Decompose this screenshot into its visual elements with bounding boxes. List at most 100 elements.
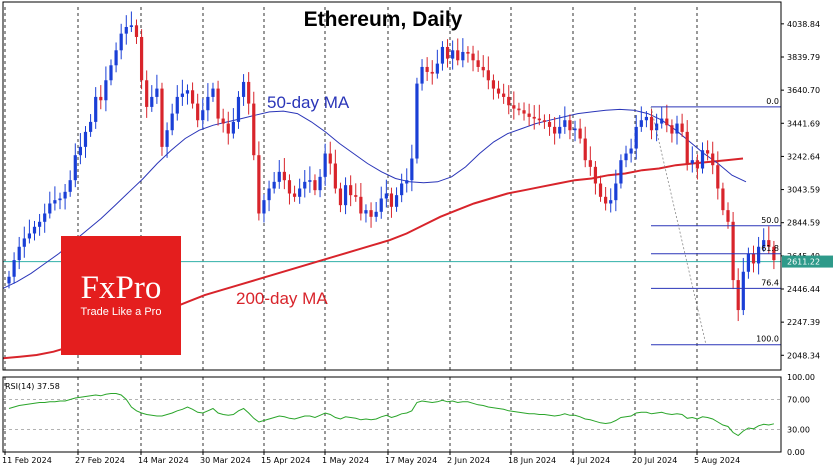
candle bbox=[746, 253, 751, 272]
candle bbox=[190, 90, 195, 104]
candle bbox=[364, 210, 368, 214]
candle bbox=[420, 66, 424, 84]
candle bbox=[466, 51, 470, 54]
date-tick-label: 5 Aug 2024 bbox=[694, 456, 740, 465]
date-tick-label: 20 Jul 2024 bbox=[632, 456, 677, 465]
candle bbox=[43, 213, 47, 222]
fxpro-logo: FxPro Trade Like a Pro bbox=[61, 236, 181, 355]
candle bbox=[721, 188, 725, 211]
candle bbox=[318, 176, 322, 191]
candle bbox=[277, 171, 281, 182]
candle bbox=[313, 180, 317, 191]
candle bbox=[48, 203, 52, 214]
candle bbox=[185, 90, 190, 94]
candle bbox=[706, 150, 710, 154]
candle bbox=[512, 105, 516, 109]
candle bbox=[150, 96, 154, 107]
date-tick-label: 14 Mar 2024 bbox=[138, 456, 189, 465]
candle bbox=[241, 81, 246, 97]
candle bbox=[12, 260, 16, 277]
candle bbox=[216, 88, 220, 119]
candle bbox=[502, 93, 506, 97]
candle bbox=[415, 83, 419, 159]
candle bbox=[252, 103, 256, 156]
candle bbox=[354, 195, 358, 197]
date-tick-label: 1 May 2024 bbox=[322, 456, 369, 465]
candle bbox=[328, 153, 332, 164]
price-tick-label: 3242.64 bbox=[787, 152, 820, 161]
price-tick-label: 2048.34 bbox=[787, 351, 820, 360]
rsi-panel: RSI(14) 37.58 bbox=[3, 382, 781, 437]
candle bbox=[649, 116, 654, 131]
candle bbox=[211, 88, 215, 97]
current-price-label: 2611.22 bbox=[787, 258, 820, 267]
date-tick-label: 11 Feb 2024 bbox=[2, 456, 52, 465]
candle bbox=[700, 150, 705, 169]
candle bbox=[731, 221, 735, 281]
candle bbox=[160, 88, 164, 147]
candle bbox=[573, 128, 577, 131]
candle bbox=[155, 88, 159, 97]
logo-name: FxPro bbox=[80, 270, 162, 306]
rsi-line bbox=[8, 393, 775, 437]
candle bbox=[471, 53, 475, 61]
candle bbox=[639, 120, 643, 127]
candle bbox=[267, 188, 271, 201]
candle bbox=[83, 131, 88, 147]
candle bbox=[53, 200, 57, 204]
candles bbox=[7, 11, 776, 322]
candle bbox=[114, 50, 118, 66]
date-tick-label: 30 Mar 2024 bbox=[200, 456, 251, 465]
candle bbox=[303, 181, 307, 189]
price-tick-label: 3839.79 bbox=[787, 53, 820, 62]
price-tick-label: 2247.39 bbox=[787, 318, 820, 327]
candle bbox=[558, 126, 562, 134]
candle bbox=[440, 46, 445, 64]
candle bbox=[726, 210, 730, 222]
candle bbox=[394, 195, 399, 207]
candle bbox=[517, 108, 521, 111]
chart-title: Ethereum, Daily bbox=[304, 8, 463, 31]
candle bbox=[619, 160, 623, 184]
candle bbox=[308, 180, 312, 182]
candle bbox=[119, 33, 123, 51]
candle bbox=[751, 253, 756, 264]
date-tick-label: 27 Feb 2024 bbox=[75, 456, 125, 465]
candle bbox=[405, 180, 409, 184]
candle bbox=[588, 160, 592, 167]
candle bbox=[58, 198, 62, 201]
candle bbox=[257, 155, 261, 214]
price-axis: 4038.84 3839.79 3640.70 3441.69 3242.64 3043.… bbox=[781, 20, 833, 457]
candle bbox=[634, 126, 638, 149]
candle bbox=[604, 196, 608, 204]
candle bbox=[88, 121, 93, 132]
date-tick-label: 4 Jul 2024 bbox=[570, 456, 610, 465]
candle bbox=[201, 110, 205, 121]
candle bbox=[73, 155, 77, 181]
candle bbox=[675, 123, 679, 134]
candle bbox=[644, 116, 649, 121]
candle bbox=[17, 246, 21, 261]
price-tick-label: 3441.69 bbox=[787, 119, 820, 128]
fib-label-4: 100.0 bbox=[756, 335, 779, 344]
candle bbox=[37, 221, 42, 227]
candle bbox=[338, 188, 343, 206]
candle bbox=[451, 50, 455, 59]
ma50-series bbox=[2, 108, 747, 289]
date-axis: 11 Feb 2024 27 Feb 2024 14 Mar 2024 30 Mar … bbox=[2, 452, 740, 465]
rsi-tick-label: 0.00 bbox=[787, 448, 805, 457]
candle bbox=[660, 118, 664, 124]
candle bbox=[124, 26, 128, 34]
candle bbox=[99, 96, 103, 101]
candle bbox=[374, 211, 378, 217]
candle bbox=[22, 238, 26, 247]
candle bbox=[532, 116, 536, 119]
logo-tagline: Trade Like a Pro bbox=[80, 306, 162, 318]
candle bbox=[226, 123, 230, 134]
candle bbox=[655, 123, 659, 131]
candle bbox=[231, 121, 235, 134]
candle bbox=[491, 80, 496, 89]
candle bbox=[456, 50, 460, 61]
rsi-tick-label: 100.00 bbox=[787, 373, 815, 382]
candle bbox=[78, 146, 82, 156]
